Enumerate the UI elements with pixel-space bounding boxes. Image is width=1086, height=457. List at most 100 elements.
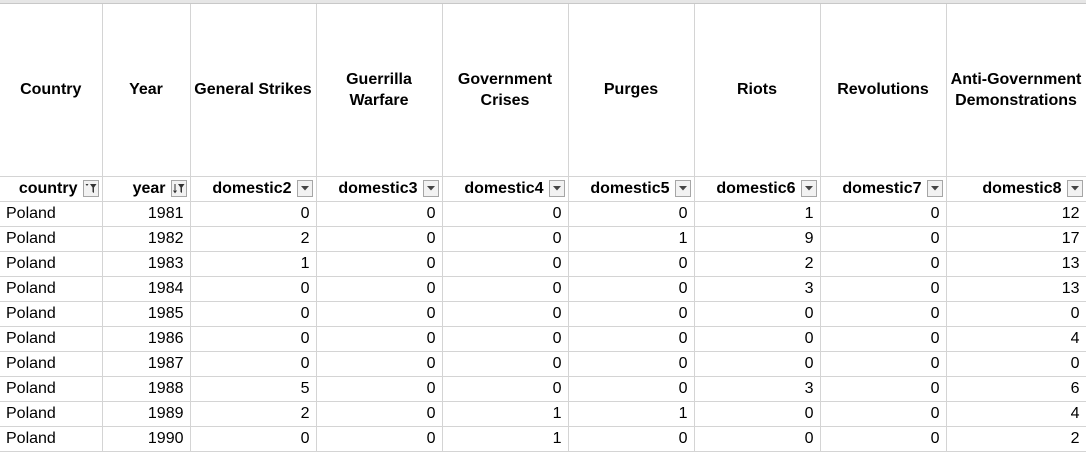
cell-domestic2[interactable]: 0 xyxy=(190,351,317,377)
cell-domestic7[interactable]: 0 xyxy=(820,426,947,452)
cell-domestic4[interactable]: 0 xyxy=(442,376,569,402)
cell-domestic6[interactable]: 0 xyxy=(694,301,821,327)
filter-cell-domestic5[interactable]: domestic5 xyxy=(568,176,695,202)
cell-year[interactable]: 1986 xyxy=(102,326,191,352)
sort-filter-button[interactable] xyxy=(170,179,187,197)
cell-domestic4[interactable]: 0 xyxy=(442,226,569,252)
cell-country[interactable]: Poland xyxy=(0,351,103,377)
cell-domestic8[interactable]: 4 xyxy=(946,401,1086,427)
cell-domestic2[interactable]: 5 xyxy=(190,376,317,402)
cell-domestic7[interactable]: 0 xyxy=(820,276,947,302)
header-cell-purges[interactable]: Purges xyxy=(568,4,695,177)
cell-country[interactable]: Poland xyxy=(0,301,103,327)
cell-domestic4[interactable]: 0 xyxy=(442,326,569,352)
cell-domestic7[interactable]: 0 xyxy=(820,201,947,227)
cell-domestic3[interactable]: 0 xyxy=(316,351,443,377)
cell-country[interactable]: Poland xyxy=(0,426,103,452)
cell-domestic4[interactable]: 0 xyxy=(442,276,569,302)
cell-domestic7[interactable]: 0 xyxy=(820,301,947,327)
cell-domestic8[interactable]: 0 xyxy=(946,351,1086,377)
cell-country[interactable]: Poland xyxy=(0,326,103,352)
cell-domestic4[interactable]: 1 xyxy=(442,426,569,452)
cell-domestic8[interactable]: 13 xyxy=(946,276,1086,302)
cell-country[interactable]: Poland xyxy=(0,226,103,252)
cell-domestic6[interactable]: 0 xyxy=(694,326,821,352)
filter-cell-country[interactable]: country xyxy=(0,176,103,202)
cell-domestic8[interactable]: 17 xyxy=(946,226,1086,252)
cell-domestic6[interactable]: 2 xyxy=(694,251,821,277)
filter-cell-domestic7[interactable]: domestic7 xyxy=(820,176,947,202)
header-cell-year[interactable]: Year xyxy=(102,4,191,177)
dropdown-arrow-button[interactable] xyxy=(800,179,817,197)
cell-domestic2[interactable]: 0 xyxy=(190,326,317,352)
dropdown-arrow-button[interactable] xyxy=(674,179,691,197)
cell-domestic6[interactable]: 0 xyxy=(694,351,821,377)
filter-cell-domestic3[interactable]: domestic3 xyxy=(316,176,443,202)
filter-cell-domestic6[interactable]: domestic6 xyxy=(694,176,821,202)
filter-cell-domestic2[interactable]: domestic2 xyxy=(190,176,317,202)
cell-domestic4[interactable]: 0 xyxy=(442,351,569,377)
cell-domestic6[interactable]: 3 xyxy=(694,376,821,402)
header-cell-anti-government-demonstrations[interactable]: Anti-Government Demonstrations xyxy=(946,4,1086,177)
cell-domestic6[interactable]: 1 xyxy=(694,201,821,227)
dropdown-arrow-button[interactable] xyxy=(296,179,313,197)
cell-domestic4[interactable]: 0 xyxy=(442,201,569,227)
cell-domestic7[interactable]: 0 xyxy=(820,376,947,402)
header-cell-country[interactable]: Country xyxy=(0,4,103,177)
cell-country[interactable]: Poland xyxy=(0,201,103,227)
cell-domestic6[interactable]: 0 xyxy=(694,401,821,427)
cell-domestic8[interactable]: 6 xyxy=(946,376,1086,402)
cell-domestic7[interactable]: 0 xyxy=(820,326,947,352)
cell-domestic8[interactable]: 13 xyxy=(946,251,1086,277)
cell-domestic3[interactable]: 0 xyxy=(316,226,443,252)
cell-year[interactable]: 1989 xyxy=(102,401,191,427)
header-cell-government-crises[interactable]: Government Crises xyxy=(442,4,569,177)
filter-active-button[interactable] xyxy=(82,179,99,197)
cell-year[interactable]: 1987 xyxy=(102,351,191,377)
cell-domestic5[interactable]: 0 xyxy=(568,376,695,402)
dropdown-arrow-button[interactable] xyxy=(1066,179,1083,197)
cell-domestic5[interactable]: 1 xyxy=(568,226,695,252)
cell-domestic3[interactable]: 0 xyxy=(316,201,443,227)
cell-domestic2[interactable]: 2 xyxy=(190,226,317,252)
cell-domestic3[interactable]: 0 xyxy=(316,301,443,327)
header-cell-revolutions[interactable]: Revolutions xyxy=(820,4,947,177)
cell-domestic5[interactable]: 0 xyxy=(568,326,695,352)
cell-domestic6[interactable]: 9 xyxy=(694,226,821,252)
cell-country[interactable]: Poland xyxy=(0,376,103,402)
header-cell-general-strikes[interactable]: General Strikes xyxy=(190,4,317,177)
dropdown-arrow-button[interactable] xyxy=(926,179,943,197)
cell-domestic8[interactable]: 4 xyxy=(946,326,1086,352)
cell-domestic8[interactable]: 0 xyxy=(946,301,1086,327)
cell-domestic3[interactable]: 0 xyxy=(316,326,443,352)
cell-domestic2[interactable]: 0 xyxy=(190,301,317,327)
cell-domestic7[interactable]: 0 xyxy=(820,251,947,277)
filter-cell-year[interactable]: year xyxy=(102,176,191,202)
cell-domestic3[interactable]: 0 xyxy=(316,276,443,302)
cell-domestic4[interactable]: 0 xyxy=(442,301,569,327)
cell-domestic5[interactable]: 0 xyxy=(568,426,695,452)
cell-domestic2[interactable]: 0 xyxy=(190,426,317,452)
cell-domestic8[interactable]: 2 xyxy=(946,426,1086,452)
cell-domestic3[interactable]: 0 xyxy=(316,401,443,427)
filter-cell-domestic4[interactable]: domestic4 xyxy=(442,176,569,202)
cell-year[interactable]: 1985 xyxy=(102,301,191,327)
cell-domestic3[interactable]: 0 xyxy=(316,426,443,452)
cell-domestic7[interactable]: 0 xyxy=(820,401,947,427)
cell-year[interactable]: 1983 xyxy=(102,251,191,277)
cell-domestic2[interactable]: 1 xyxy=(190,251,317,277)
cell-domestic4[interactable]: 1 xyxy=(442,401,569,427)
cell-domestic3[interactable]: 0 xyxy=(316,251,443,277)
cell-year[interactable]: 1988 xyxy=(102,376,191,402)
cell-year[interactable]: 1984 xyxy=(102,276,191,302)
cell-country[interactable]: Poland xyxy=(0,401,103,427)
cell-domestic5[interactable]: 0 xyxy=(568,201,695,227)
cell-domestic5[interactable]: 0 xyxy=(568,251,695,277)
cell-domestic2[interactable]: 0 xyxy=(190,276,317,302)
cell-domestic6[interactable]: 0 xyxy=(694,426,821,452)
cell-year[interactable]: 1982 xyxy=(102,226,191,252)
cell-domestic5[interactable]: 0 xyxy=(568,301,695,327)
cell-domestic7[interactable]: 0 xyxy=(820,351,947,377)
cell-domestic6[interactable]: 3 xyxy=(694,276,821,302)
cell-year[interactable]: 1981 xyxy=(102,201,191,227)
